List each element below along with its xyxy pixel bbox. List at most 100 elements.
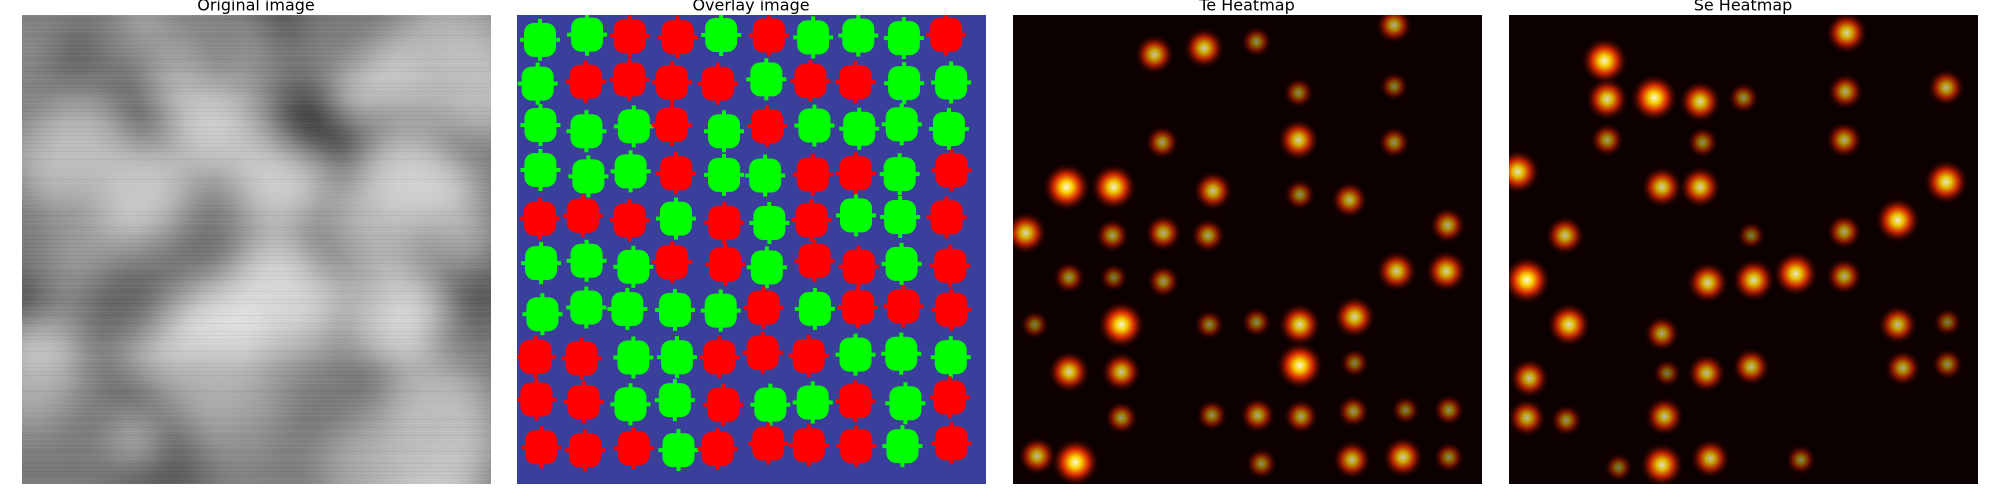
marker: [610, 383, 651, 426]
marker-tick: [584, 239, 589, 282]
marker: [748, 422, 789, 465]
scan-line: [22, 307, 491, 308]
marker-tick: [857, 107, 862, 150]
scan-line: [22, 399, 491, 400]
hot-spot: [1732, 347, 1771, 386]
marker-tick: [579, 337, 584, 380]
marker: [561, 337, 602, 380]
marker: [522, 293, 563, 336]
hot-spot: [1376, 15, 1413, 44]
hot-spot: [1145, 125, 1179, 160]
blob: [52, 34, 94, 76]
marker-tick: [806, 334, 811, 377]
marker: [520, 18, 561, 61]
marker-tick: [900, 425, 905, 468]
scan-line: [22, 331, 491, 332]
hot-spot: [1284, 179, 1316, 211]
scan-line: [22, 243, 491, 244]
hot-spot: [1581, 37, 1628, 85]
blob: [231, 243, 327, 339]
marker-tick: [809, 199, 814, 242]
marker: [838, 15, 879, 57]
scan-line: [22, 471, 491, 472]
scan-line: [22, 391, 491, 392]
scan-line: [22, 299, 491, 300]
marker: [883, 285, 924, 328]
marker-tick: [854, 424, 859, 467]
te-heatmap: [1013, 15, 1482, 484]
marker: [607, 287, 648, 330]
hot-spot: [1095, 218, 1130, 253]
hot-spot: [1020, 310, 1049, 340]
marker: [613, 427, 654, 470]
marker: [700, 289, 741, 332]
scan-line: [22, 79, 491, 80]
marker-tick: [673, 197, 678, 240]
marker-tick: [670, 241, 675, 284]
marker: [931, 149, 972, 192]
marker-tick: [582, 429, 587, 472]
marker: [704, 201, 745, 244]
marker: [657, 16, 698, 59]
hot-spot: [1276, 342, 1324, 389]
blob: [110, 365, 158, 414]
marker-tick: [539, 426, 544, 469]
marker: [656, 152, 697, 195]
blob: [37, 125, 128, 216]
marker-tick: [764, 246, 769, 289]
marker: [882, 425, 923, 468]
scan-line: [22, 263, 491, 264]
blob: [22, 355, 71, 437]
scan-line: [22, 107, 491, 108]
marker-tick: [539, 242, 544, 285]
hot-spot: [1433, 441, 1465, 473]
scan-line: [22, 99, 491, 100]
marker-tick: [722, 201, 727, 244]
hot-spot: [1042, 163, 1091, 211]
scan-line: [22, 387, 491, 388]
marker: [703, 383, 744, 426]
hot-spot: [1240, 397, 1276, 433]
hot-spot: [1090, 164, 1137, 210]
marker-tick: [583, 60, 588, 103]
marker: [656, 336, 697, 379]
blob: [363, 129, 452, 218]
scan-line: [22, 363, 491, 364]
marker: [835, 61, 876, 104]
marker-tick: [586, 155, 591, 198]
scan-line: [22, 351, 491, 352]
marker-tick: [856, 15, 861, 57]
scan-line: [22, 323, 491, 324]
marker-tick: [538, 148, 543, 191]
scan-line: [22, 111, 491, 112]
marker: [792, 153, 833, 196]
hot-spot: [1585, 77, 1629, 121]
marker: [652, 241, 693, 284]
hot-spot: [1653, 359, 1682, 388]
scan-line: [22, 279, 491, 280]
scan-line: [22, 447, 491, 448]
marker: [613, 336, 654, 379]
marker: [742, 331, 783, 374]
scan-line: [22, 367, 491, 368]
scan-line: [22, 335, 491, 336]
marker: [651, 103, 692, 146]
marker: [926, 15, 967, 56]
marker: [517, 335, 556, 378]
marker: [658, 429, 699, 472]
scan-line: [22, 315, 491, 316]
marker: [879, 153, 920, 196]
marker-tick: [715, 62, 720, 105]
scan-line: [22, 75, 491, 76]
marker: [697, 62, 738, 105]
scan-line: [22, 191, 491, 192]
hot-spot: [1053, 261, 1086, 294]
marker: [790, 59, 831, 102]
marker-tick: [718, 289, 723, 332]
marker: [655, 197, 696, 240]
marker-tick: [811, 16, 816, 59]
hot-spot: [1241, 26, 1272, 58]
scan-line: [22, 119, 491, 120]
hot-spot: [1679, 166, 1721, 208]
marker: [704, 153, 745, 196]
